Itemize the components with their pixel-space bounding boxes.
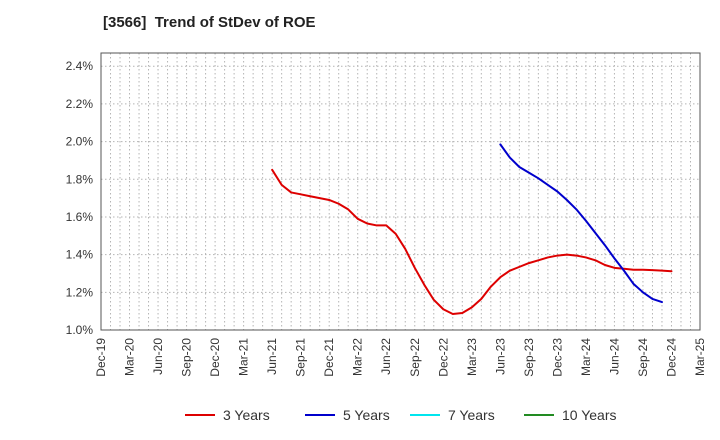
y-tick-label: 2.0% [66, 135, 94, 149]
x-tick-label: Jun-22 [379, 338, 393, 375]
x-tick-label: Jun-21 [265, 338, 279, 375]
x-tick-label: Dec-22 [436, 338, 450, 377]
legend-label: 3 Years [223, 407, 270, 423]
x-tick-label: Mar-24 [579, 338, 593, 376]
x-tick-label: Jun-23 [493, 338, 507, 375]
legend-label: 7 Years [448, 407, 495, 423]
x-tick-label: Sep-21 [294, 338, 308, 377]
x-tick-label: Sep-20 [180, 338, 194, 377]
legend-label: 10 Years [562, 407, 617, 423]
y-tick-label: 1.8% [66, 172, 94, 186]
series-line-5-years [499, 143, 663, 304]
y-tick-label: 1.2% [66, 285, 94, 299]
x-tick-label: Dec-24 [664, 338, 678, 377]
x-tick-label: Mar-23 [465, 338, 479, 376]
x-tick-label: Jun-20 [151, 338, 165, 375]
y-tick-label: 1.6% [66, 210, 94, 224]
x-tick-label: Sep-23 [522, 338, 536, 377]
x-tick-label: Dec-19 [94, 338, 108, 377]
y-tick-label: 1.4% [66, 248, 94, 262]
legend-label: 5 Years [343, 407, 390, 423]
y-tick-label: 2.4% [66, 59, 94, 73]
series-line-3-years [271, 168, 673, 315]
x-tick-label: Sep-22 [408, 338, 422, 377]
x-tick-label: Mar-21 [237, 338, 251, 376]
x-tick-label: Mar-22 [351, 338, 365, 376]
y-tick-label: 2.2% [66, 97, 94, 111]
x-tick-label: Mar-20 [123, 338, 137, 376]
x-tick-label: Jun-24 [607, 338, 621, 375]
x-tick-label: Dec-20 [208, 338, 222, 377]
y-tick-label: 1.0% [66, 323, 94, 337]
x-tick-label: Dec-23 [550, 338, 564, 377]
x-tick-label: Dec-21 [322, 338, 336, 377]
chart-title: [3566] Trend of StDev of ROE [103, 14, 316, 31]
x-tick-label: Sep-24 [636, 338, 650, 377]
x-tick-label: Mar-25 [693, 338, 707, 376]
plot-area [101, 53, 700, 330]
plot-frame [100, 52, 701, 331]
